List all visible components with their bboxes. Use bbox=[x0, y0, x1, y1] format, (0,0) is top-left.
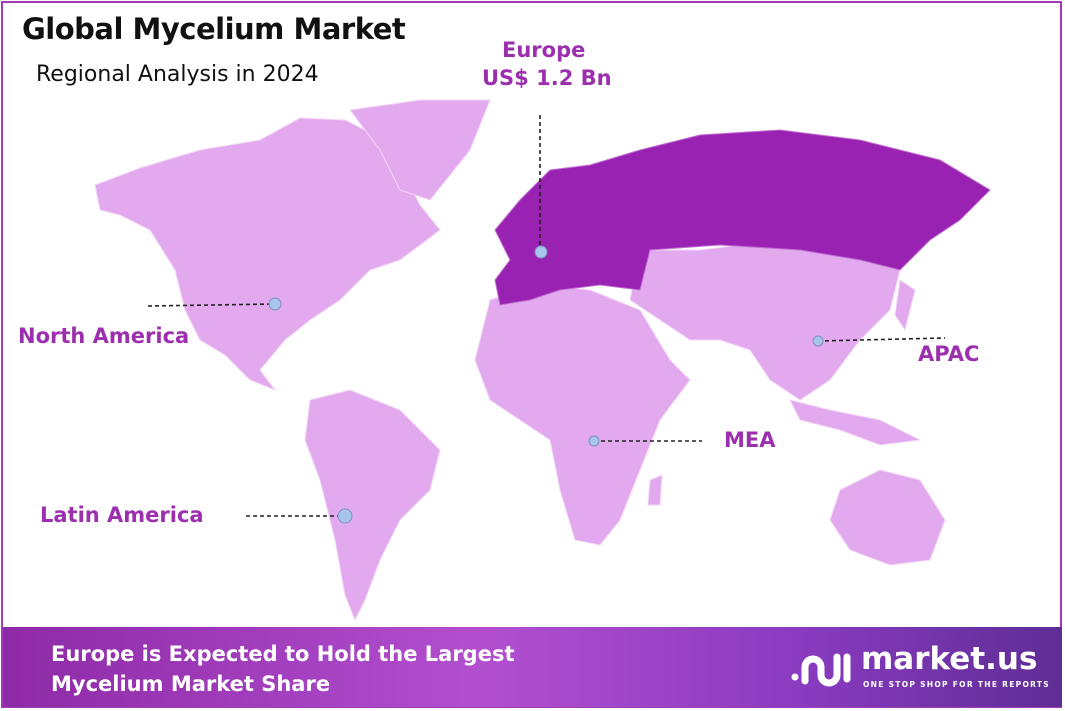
madagascar-shape bbox=[647, 474, 663, 506]
page-subtitle: Regional Analysis in 2024 bbox=[36, 62, 319, 87]
europe-value: US$ 1.2 Bn bbox=[482, 66, 612, 90]
europe-marker bbox=[534, 245, 548, 259]
north-america-marker bbox=[268, 297, 282, 311]
latin-america-marker bbox=[337, 508, 353, 524]
apac-leader-line bbox=[817, 337, 946, 342]
footer-line-2: Mycelium Market Share bbox=[51, 672, 331, 696]
australia-shape bbox=[829, 469, 946, 566]
mea-marker bbox=[588, 435, 600, 447]
europe-label: Europe bbox=[502, 38, 586, 62]
africa-shape bbox=[474, 284, 691, 546]
japan-shape bbox=[894, 279, 916, 332]
north-america-leader-line bbox=[147, 303, 276, 307]
apac-label: APAC bbox=[918, 342, 980, 366]
latin-america-label: Latin America bbox=[40, 503, 204, 527]
footer-line-1: Europe is Expected to Hold the Largest bbox=[51, 642, 515, 666]
logo-wordmark: market.us bbox=[861, 641, 1038, 677]
north-america-label: North America bbox=[18, 324, 190, 348]
page-title: Global Mycelium Market bbox=[22, 12, 406, 46]
southeast-asia-shape bbox=[789, 399, 922, 446]
apac-marker bbox=[812, 335, 824, 347]
footer-text: Europe is Expected to Hold the Largest M… bbox=[51, 639, 515, 699]
footer-banner: Europe is Expected to Hold the Largest M… bbox=[3, 627, 1062, 707]
logo-mark-icon bbox=[791, 653, 851, 687]
mea-label: MEA bbox=[724, 428, 776, 452]
market-us-logo: market.us ONE STOP SHOP FOR THE REPORTS bbox=[791, 641, 1049, 695]
greenland-shape bbox=[349, 99, 491, 201]
south-america-shape bbox=[304, 389, 441, 622]
logo-tagline: ONE STOP SHOP FOR THE REPORTS bbox=[863, 680, 1050, 689]
europe-russia-shape bbox=[494, 129, 991, 306]
north-america-shape bbox=[94, 117, 441, 392]
